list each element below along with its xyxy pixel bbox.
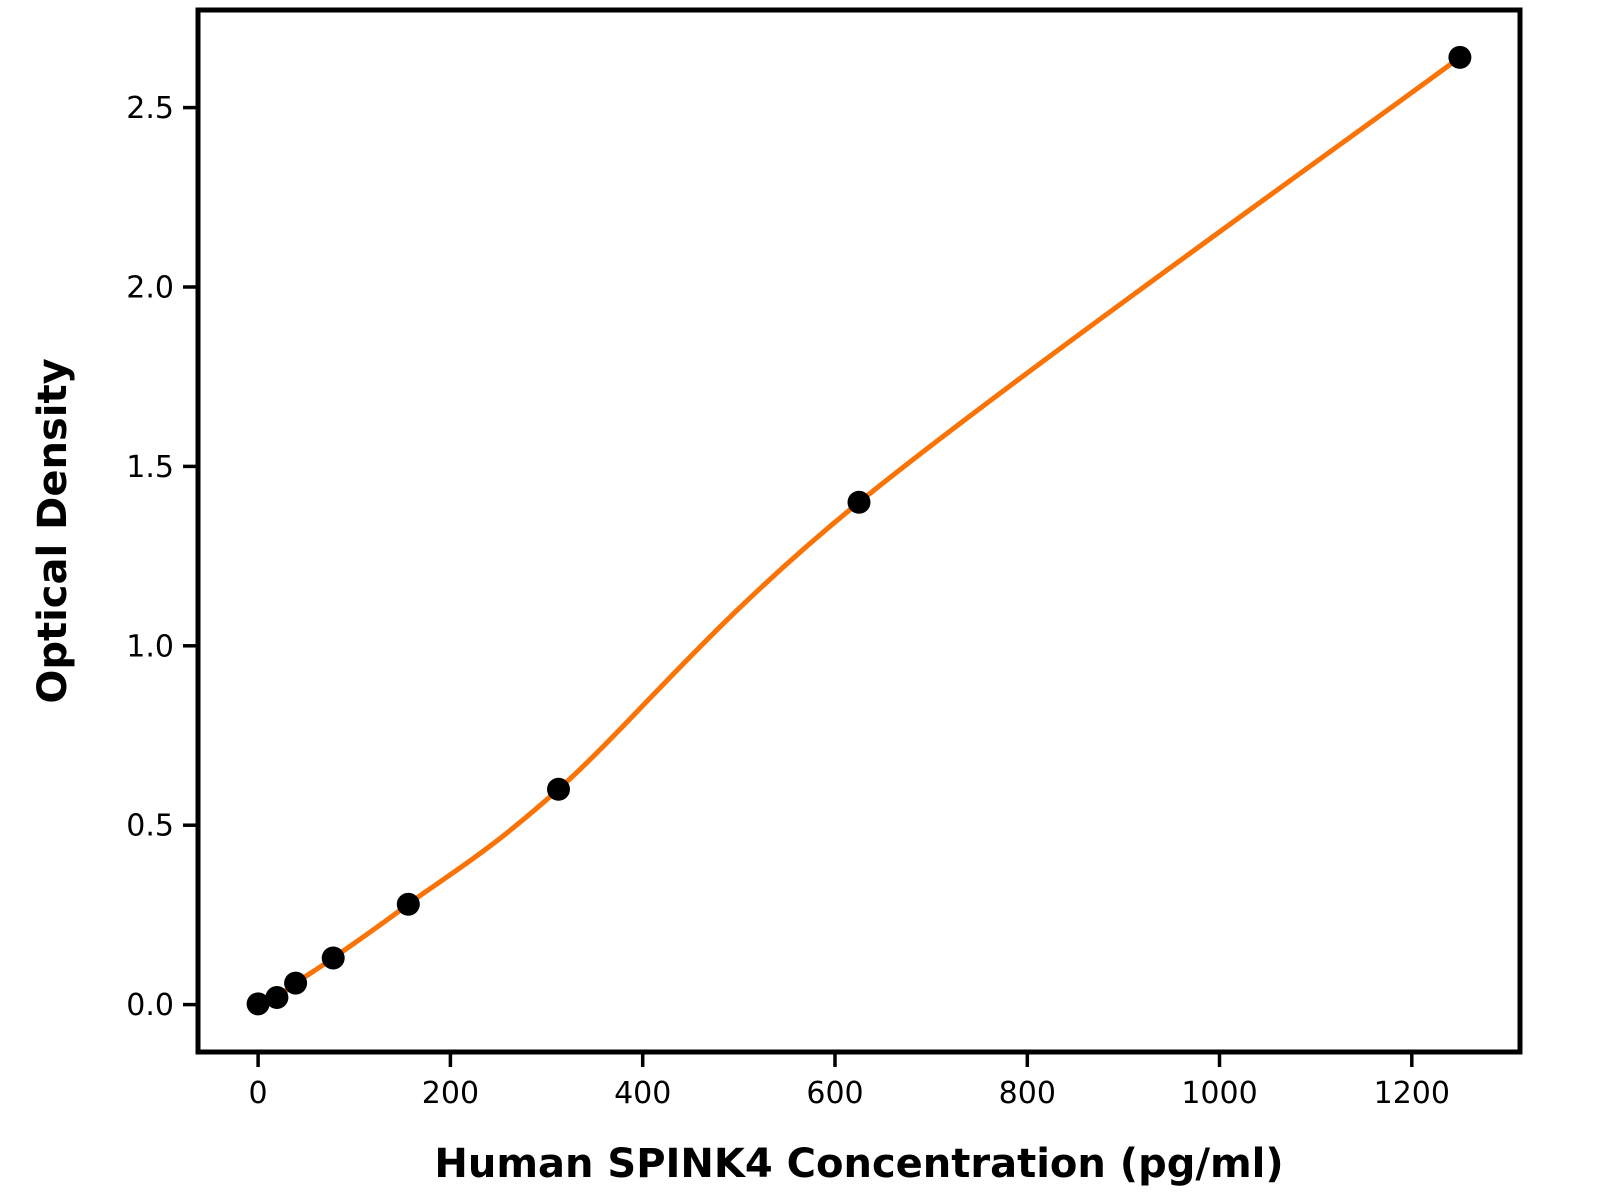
y-tick-label: 1.5 [126,450,174,485]
standard-curve-line [255,54,1463,1007]
y-tick-label: 0.5 [126,809,174,844]
x-tick-label: 400 [614,1076,671,1111]
y-tick-label: 2.5 [126,91,174,126]
data-point-marker [547,777,570,801]
y-tick-label: 0.0 [126,988,174,1023]
x-tick-label: 1000 [1181,1076,1257,1111]
plot-border [195,7,1523,1055]
x-tick-label: 200 [422,1076,479,1111]
data-point-marker [1448,45,1472,69]
data-point-marker [265,986,289,1009]
x-axis-title: Human SPINK4 Concentration (pg/ml) [434,1141,1284,1187]
data-point-marker [847,490,871,514]
data-point-marker [246,992,270,1016]
data-point-marker [284,971,308,995]
y-tick-label: 2.0 [126,271,174,306]
data-point-marker [321,946,345,970]
y-axis-title: Optical Density [30,358,76,704]
x-tick-label: 0 [249,1076,268,1111]
data-point-marker [396,892,420,916]
x-tick-label: 600 [806,1076,863,1111]
x-tick-label: 800 [999,1076,1056,1111]
x-tick-label: 1200 [1374,1076,1450,1111]
y-tick-label: 1.0 [126,629,174,664]
